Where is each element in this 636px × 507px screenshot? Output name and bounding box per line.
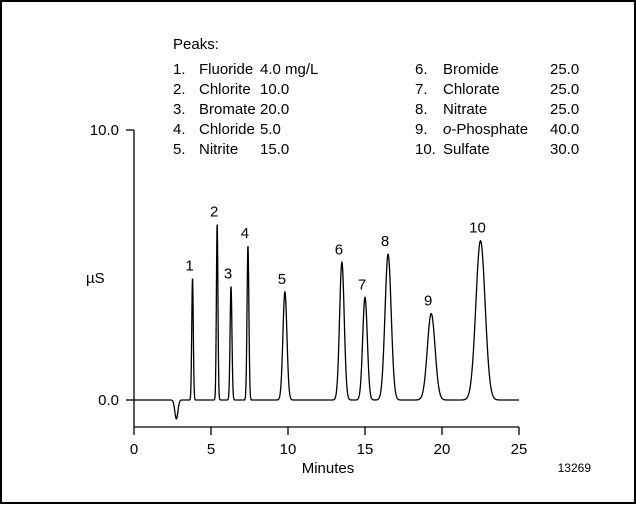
peak-table-name: o-Phosphate <box>443 121 528 138</box>
x-tick-label: 20 <box>434 441 451 458</box>
peak-table-name: Bromide <box>443 61 499 78</box>
peak-label: 2 <box>210 204 218 221</box>
x-tick-label: 25 <box>511 441 528 458</box>
peak-table-number: 6. <box>415 61 428 78</box>
peak-label: 6 <box>335 241 343 258</box>
peak-label: 9 <box>424 293 432 310</box>
peaks-heading: Peaks: <box>173 36 219 53</box>
peak-label: 4 <box>241 225 249 242</box>
peak-label: 8 <box>381 233 389 250</box>
peak-table-concentration: 25.0 <box>550 61 579 78</box>
x-tick-label: 5 <box>207 441 215 458</box>
x-tick-label: 15 <box>357 441 374 458</box>
peak-label: 7 <box>358 276 366 293</box>
peak-table-number: 2. <box>173 81 186 98</box>
y-axis-label: µS <box>86 270 105 287</box>
peak-table-name: Nitrite <box>199 141 238 158</box>
peak-table-number: 1. <box>173 61 186 78</box>
peak-table-name: Bromate <box>199 101 256 118</box>
peak-table-name: Chlorate <box>443 81 500 98</box>
peak-table-concentration: 4.0 mg/L <box>260 61 318 78</box>
peak-table-number: 5. <box>173 141 186 158</box>
x-axis-label: Minutes <box>302 460 355 477</box>
peak-label: 5 <box>278 271 286 288</box>
peak-table-concentration: 10.0 <box>260 81 289 98</box>
chromatogram-chart: Peaks: 1. Fluoride 4.0 mg/L2. Chlorite 10.03… <box>86 36 592 477</box>
peak-table-name: Chlorite <box>199 81 251 98</box>
peak-table-name: Fluoride <box>199 61 253 78</box>
peak-table-name: Chloride <box>199 121 255 138</box>
peak-table-name: Sulfate <box>443 141 490 158</box>
peak-table-number: 4. <box>173 121 186 138</box>
peak-table-concentration: 40.0 <box>550 121 579 138</box>
peak-table-number: 10. <box>415 141 436 158</box>
peak-table-concentration: 25.0 <box>550 101 579 118</box>
y-tick-label: 0.0 <box>98 392 119 409</box>
peak-table-number: 8. <box>415 101 428 118</box>
peaks-table: Peaks: 1. Fluoride 4.0 mg/L 2. Chlorite 10.0 3… <box>173 36 579 158</box>
peak-table-number: 7. <box>415 81 428 98</box>
peak-label: 1 <box>185 258 193 275</box>
x-tick-label: 10 <box>280 441 297 458</box>
peak-label: 3 <box>224 266 232 283</box>
peak-table-number: 3. <box>173 101 186 118</box>
peak-table-concentration: 20.0 <box>260 101 289 118</box>
chromatogram-trace <box>134 224 519 420</box>
peak-table-name: Nitrate <box>443 101 487 118</box>
y-tick-label: 10.0 <box>90 122 119 139</box>
peak-table-concentration: 15.0 <box>260 141 289 158</box>
peak-table-concentration: 5.0 <box>260 121 281 138</box>
peak-table-number: 9. <box>415 121 428 138</box>
figure-id: 13269 <box>558 461 592 475</box>
peak-label: 10 <box>469 220 486 237</box>
peak-table-concentration: 25.0 <box>550 81 579 98</box>
peak-table-concentration: 30.0 <box>550 141 579 158</box>
x-tick-label: 0 <box>130 441 138 458</box>
